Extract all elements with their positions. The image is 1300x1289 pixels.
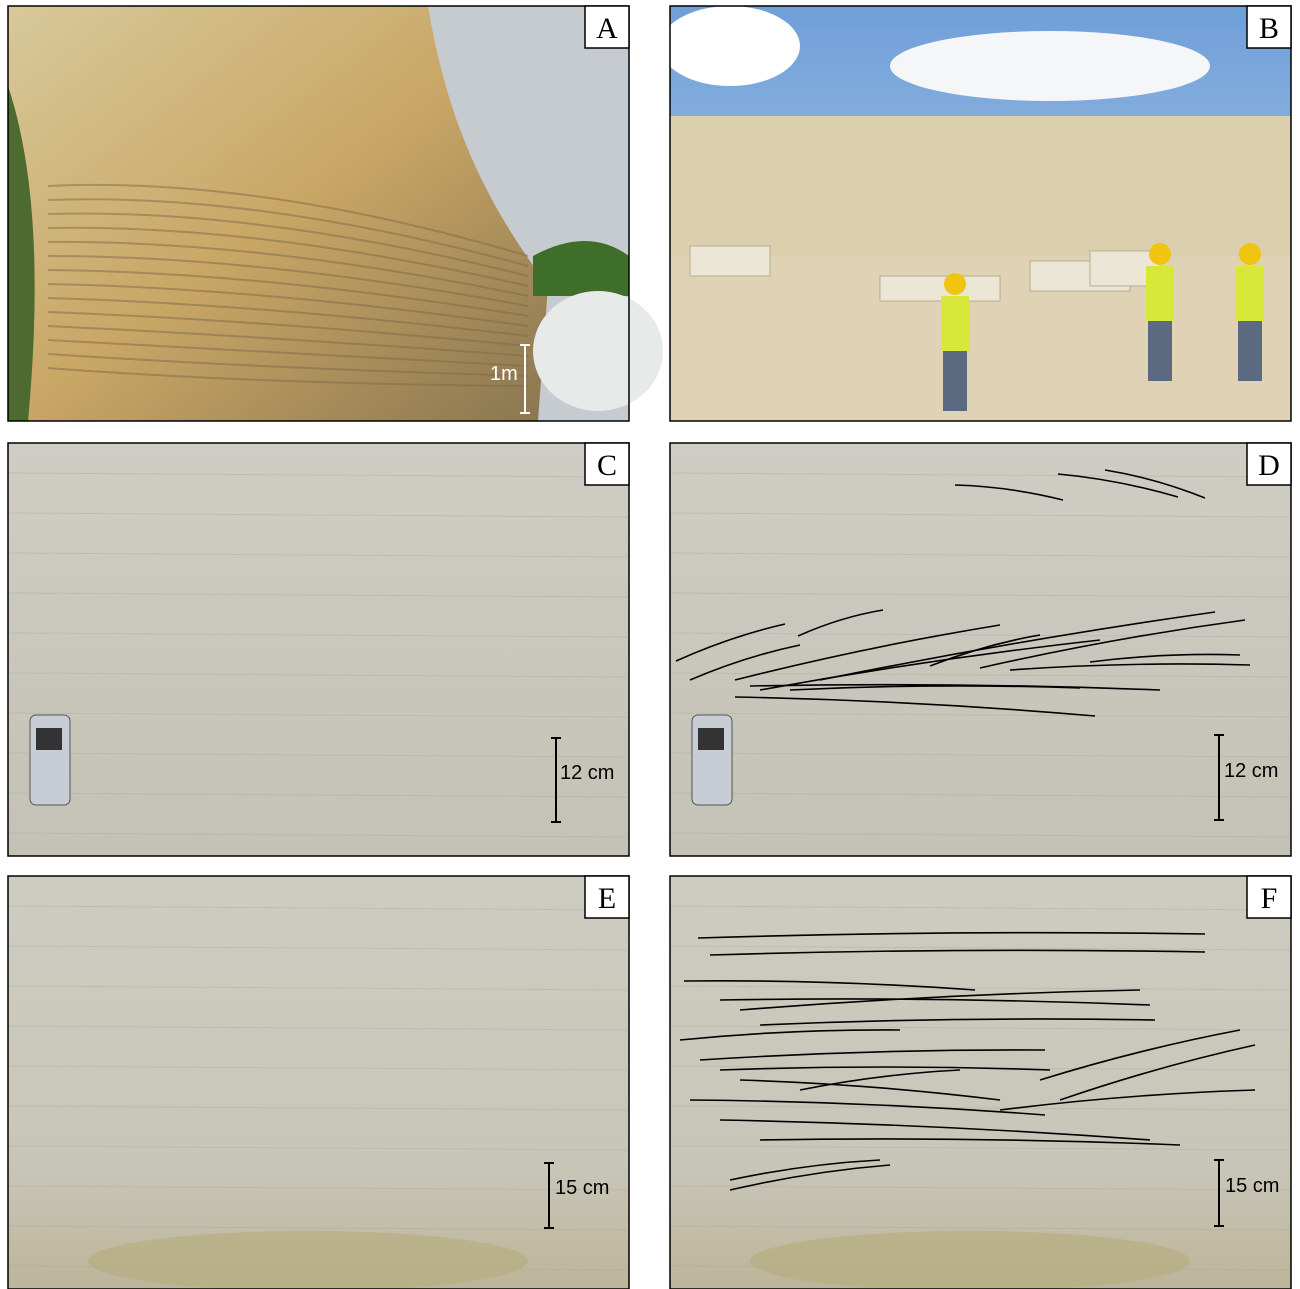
tank — [533, 291, 663, 411]
photo-panel: F 15 cm — [670, 876, 1291, 1289]
person — [941, 296, 969, 351]
scale-label: 1m — [490, 363, 518, 385]
person — [1236, 266, 1264, 321]
photo-panel: A 1m — [8, 6, 663, 421]
photo-panel: D 12 cm — [670, 443, 1291, 856]
figure: A 1m B C 12 cm D 12 cm E 15 cm F 15 cm — [0, 0, 1300, 1289]
stain — [88, 1231, 528, 1289]
panel-label: C — [597, 449, 617, 482]
panel-label: F — [1261, 882, 1278, 915]
person-legs — [1148, 321, 1172, 381]
scale-label: 15 cm — [555, 1177, 609, 1199]
person — [1146, 266, 1174, 321]
photo-panel: B — [660, 6, 1291, 421]
block — [880, 276, 1000, 301]
person-legs — [1238, 321, 1262, 381]
stain — [750, 1231, 1190, 1289]
scale-label: 12 cm — [1224, 760, 1278, 782]
person-legs — [943, 351, 967, 411]
photo-panel: C 12 cm — [8, 443, 629, 856]
helmet — [944, 273, 966, 295]
scale-label: 15 cm — [1225, 1175, 1279, 1197]
phone-screen — [36, 728, 62, 750]
panel-label: D — [1258, 449, 1280, 482]
photo-panel: E 15 cm — [8, 876, 629, 1289]
panel-label: A — [596, 12, 618, 45]
scale-label: 12 cm — [560, 762, 614, 784]
cloud — [890, 31, 1210, 101]
panel-label: E — [598, 882, 616, 915]
panel-label: B — [1259, 12, 1279, 45]
cloud — [660, 6, 800, 86]
block — [690, 246, 770, 276]
quarry-wall — [670, 116, 1291, 266]
helmet — [1239, 243, 1261, 265]
vegetation — [533, 241, 629, 296]
helmet — [1149, 243, 1171, 265]
phone-screen — [698, 728, 724, 750]
